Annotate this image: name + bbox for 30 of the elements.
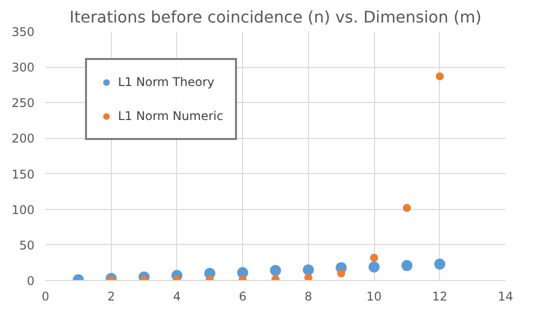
point: [402, 204, 411, 212]
y-tick-label: 150: [12, 167, 34, 182]
point: [337, 269, 346, 278]
x-tick-label: 14: [498, 290, 514, 304]
point: [368, 261, 380, 272]
point: [302, 264, 314, 276]
y-tick-label: 0: [26, 274, 35, 288]
point: [401, 260, 412, 272]
y-tick-label: 350: [12, 25, 34, 39]
point: [436, 72, 444, 80]
x-tick-label: 0: [42, 290, 50, 304]
point: [304, 274, 312, 280]
y-tick-label: 300: [12, 60, 34, 75]
chart-title: Iterations before coincidence (n) vs. Dimension (m): [69, 8, 482, 26]
legend-label: L1 Norm Theory: [118, 75, 214, 89]
y-tick-label: 50: [19, 238, 35, 252]
point: [370, 254, 378, 262]
x-tick-label: 4: [173, 290, 181, 304]
y-tick-label: 100: [12, 202, 34, 217]
x-tick-label: 2: [107, 290, 116, 304]
x-tick-label: 8: [304, 290, 312, 304]
x-tick-label: 10: [366, 290, 382, 304]
y-tick-label: 250: [12, 96, 34, 110]
point: [434, 258, 446, 270]
legend-label: L1 Norm Numeric: [118, 109, 224, 123]
x-tick-label: 6: [238, 290, 246, 304]
point: [270, 265, 281, 276]
point: [237, 267, 248, 278]
x-tick-label: 12: [432, 290, 448, 304]
y-tick-label: 200: [12, 132, 34, 146]
